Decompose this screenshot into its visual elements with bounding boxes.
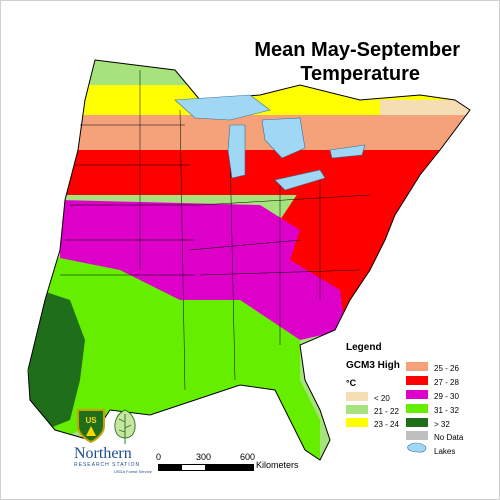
shield-text: US (85, 416, 97, 425)
legend-swatch-lt-20 (346, 392, 368, 401)
legend-swatches (346, 362, 428, 453)
legend-swatch-31-32 (406, 404, 428, 413)
scale-tick-600: 600 (240, 452, 256, 462)
map-title-line2: Temperature (300, 63, 420, 85)
zone-above-32 (28, 290, 85, 430)
lake-erie (274, 169, 326, 191)
state-borders (60, 70, 371, 391)
scale-tick-300: 300 (196, 452, 212, 462)
lake-huron (261, 117, 306, 159)
legend-swatch-27-28 (406, 376, 428, 385)
tree-leaf-icon (114, 409, 136, 444)
legend-swatch-25-26 (406, 362, 428, 371)
legend-swatch-29-30 (406, 390, 428, 399)
legend-swatch-21-22 (346, 405, 368, 414)
legend-label-lt-20: < 20 (374, 393, 390, 403)
legend-swatch-no-data (406, 431, 428, 440)
zone-29-30 (60, 200, 345, 340)
map-title-line1: Mean May-September (254, 39, 460, 61)
legend-label-31-32: 31 - 32 (434, 405, 459, 415)
zone-25-26 (28, 115, 470, 153)
legend-unit: °C (346, 378, 357, 388)
legend-label-23-24: 23 - 24 (374, 419, 399, 429)
logo-block: US Northern RESEARCH STATION USDA Forest… (70, 408, 160, 478)
legend: Legend GCM3 High °C < 20 21 - 22 23 - 24… (340, 342, 490, 462)
legend-swatch-gt-32 (406, 418, 428, 427)
lake-ontario (329, 144, 366, 159)
org-subtitle: RESEARCH STATION (74, 462, 141, 468)
legend-label-27-28: 27 - 28 (434, 377, 459, 387)
legend-label-gt-32: > 32 (434, 419, 450, 429)
legend-heading: Legend (346, 342, 382, 353)
scale-bar: 0 300 600 Kilometers (156, 452, 318, 482)
great-lakes (174, 94, 366, 191)
legend-swatch-23-24 (346, 418, 368, 427)
map-title: Mean May-September Temperature (160, 38, 460, 86)
legend-scenario: GCM3 High (346, 360, 400, 371)
legend-label-no-data: No Data (434, 432, 464, 442)
legend-label-lakes: Lakes (434, 446, 456, 456)
legend-label-25-26: 25 - 26 (434, 363, 459, 373)
lake-michigan (227, 124, 246, 179)
zone-27-28-north (28, 150, 470, 195)
forest-service-shield-icon: US (77, 409, 105, 444)
org-agency: USDA Forest Service (114, 469, 152, 474)
scale-unit: Kilometers (256, 460, 299, 470)
lake-superior (174, 94, 271, 121)
scale-tick-0: 0 (156, 452, 162, 462)
org-name: Northern (74, 445, 132, 462)
legend-swatch-lakes (407, 442, 427, 453)
us-outline (27, 59, 471, 461)
legend-label-21-22: 21 - 22 (374, 406, 399, 416)
scale-bar-graphic (158, 464, 254, 471)
legend-label-29-30: 29 - 30 (434, 391, 459, 401)
